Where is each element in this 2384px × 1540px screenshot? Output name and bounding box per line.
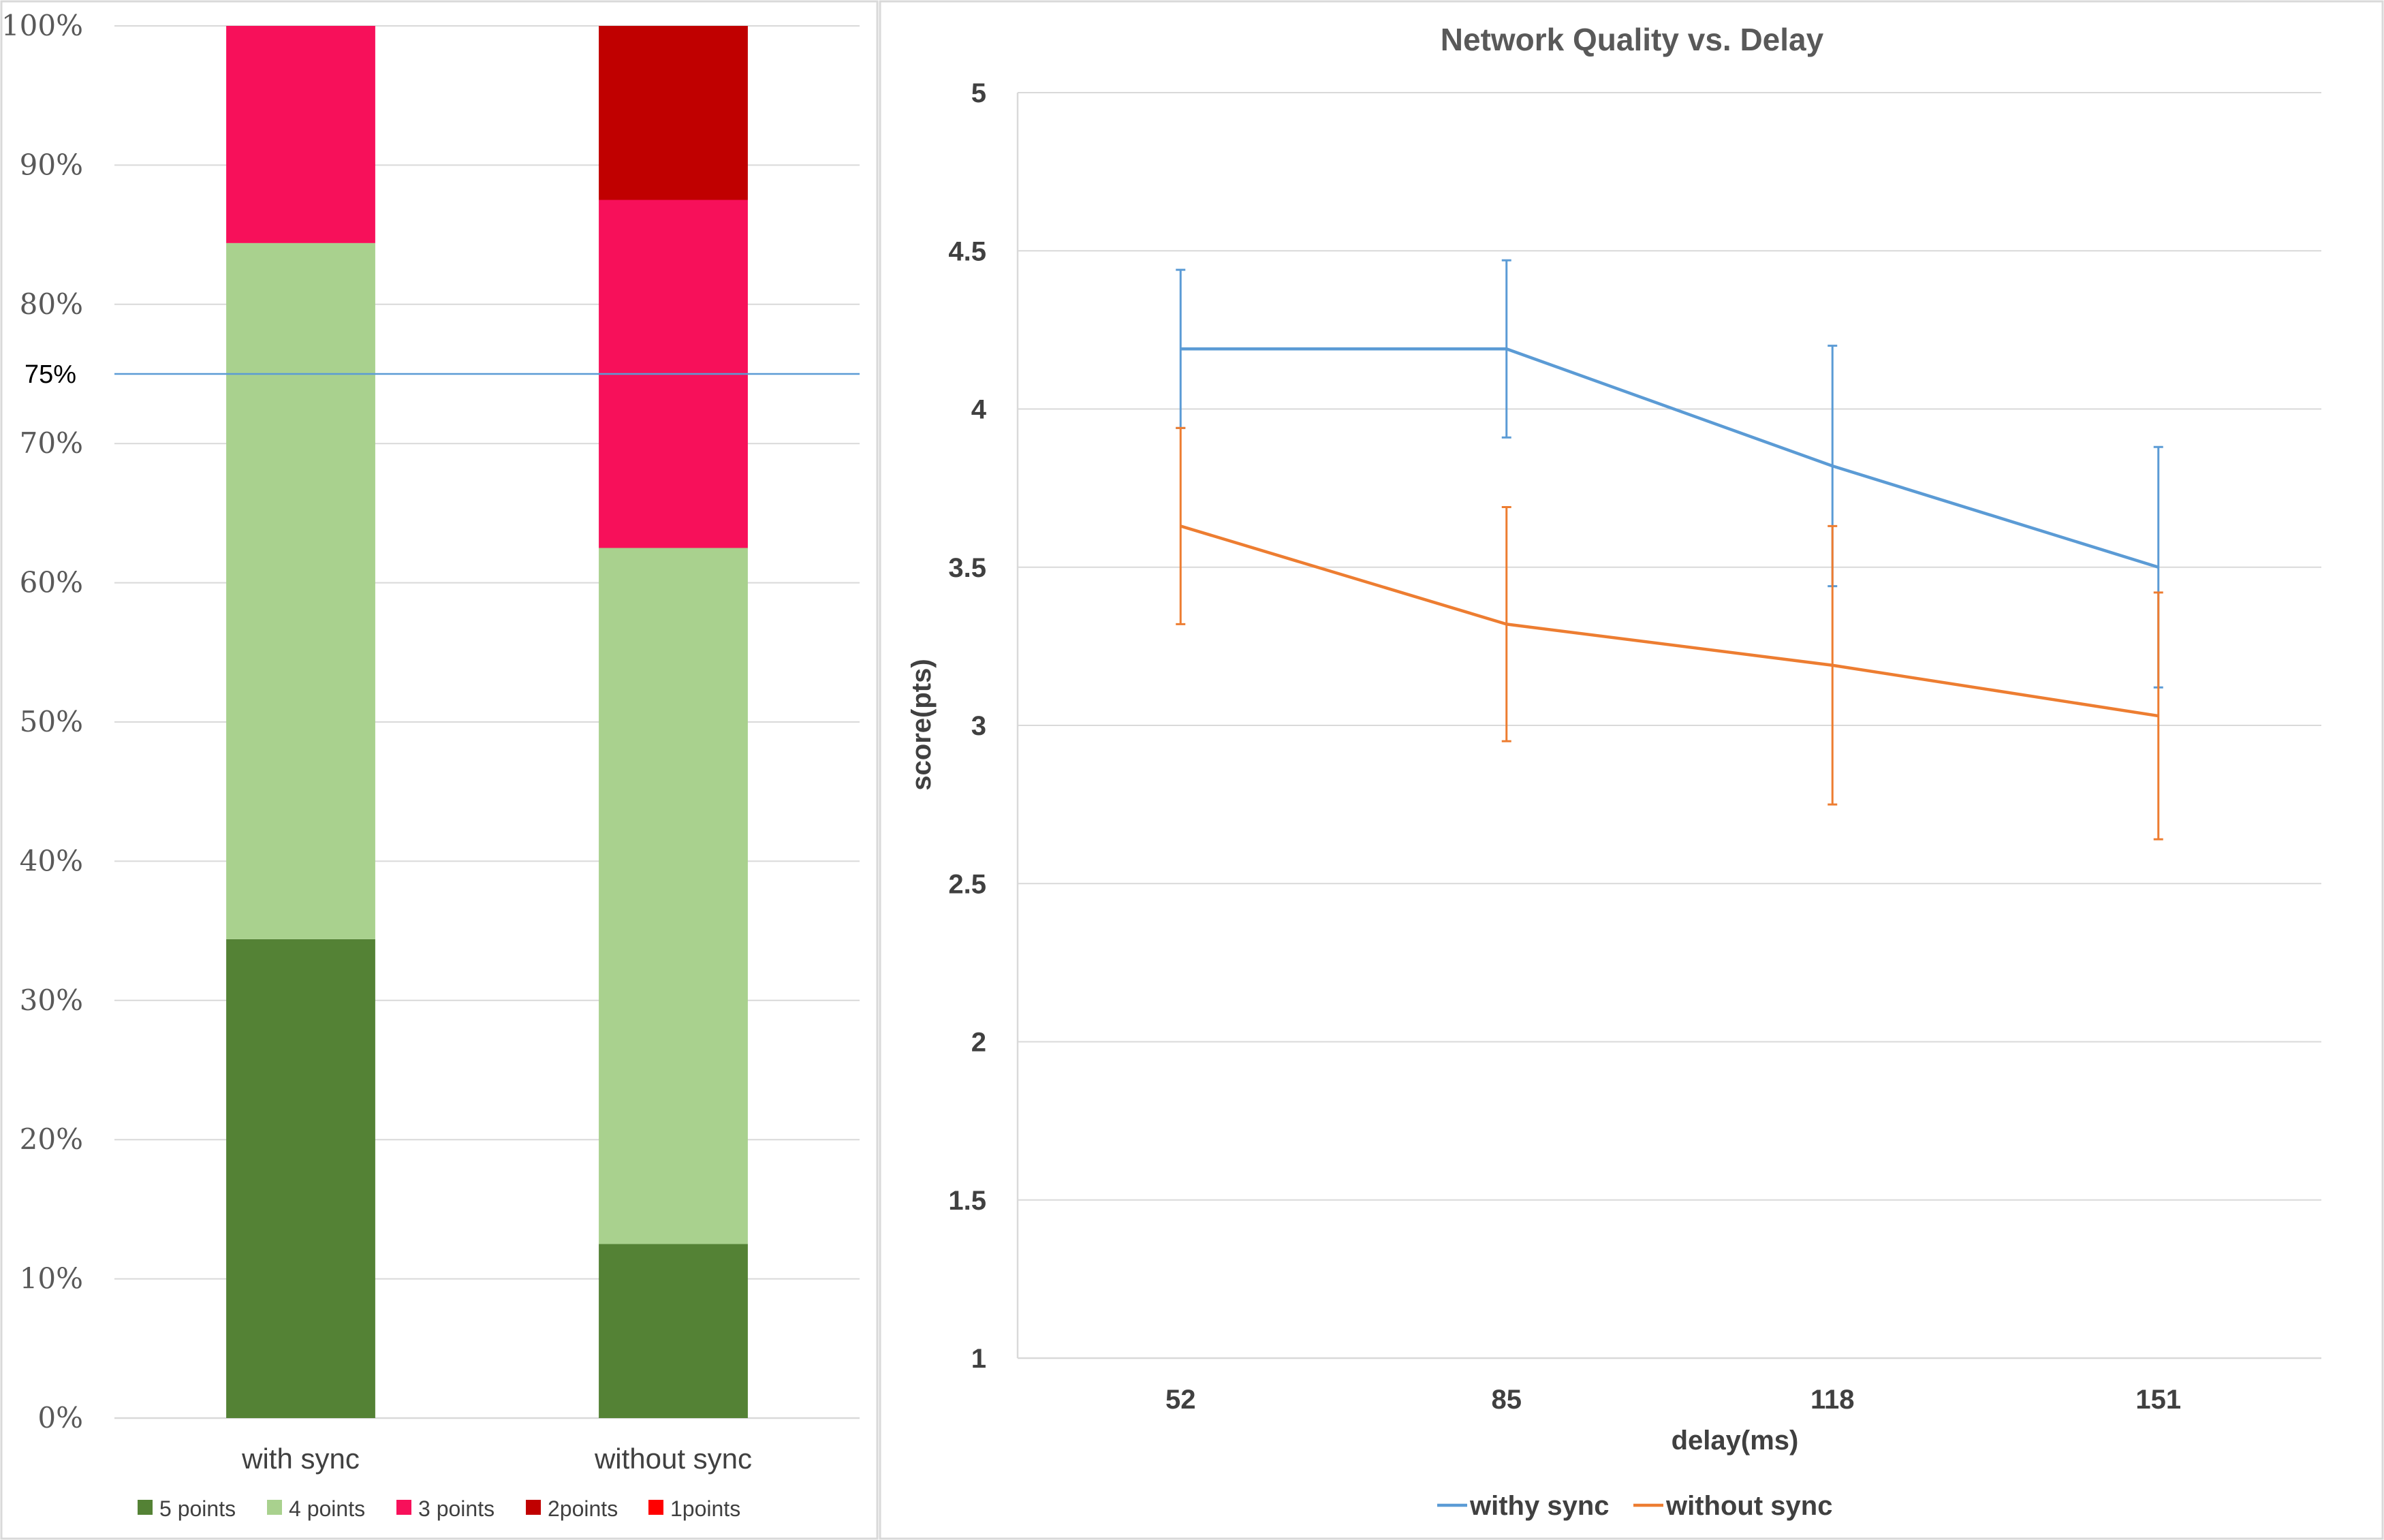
legend-swatch bbox=[396, 1500, 411, 1515]
left-y-tick-label: 70% bbox=[20, 426, 83, 460]
legend-label: without sync bbox=[1665, 1491, 1832, 1521]
left-y-tick-label: 50% bbox=[20, 705, 83, 738]
legend-label: 3 points bbox=[418, 1496, 495, 1521]
right-x-tick-label: 118 bbox=[1810, 1385, 1855, 1415]
bar-segment bbox=[599, 26, 748, 200]
right-x-tick-label: 52 bbox=[1165, 1385, 1196, 1415]
left-y-tick-label: 30% bbox=[20, 984, 83, 1017]
right-y-tick-label: 2.5 bbox=[948, 869, 986, 899]
right-y-axis-title: score(pts) bbox=[907, 659, 937, 790]
series-line bbox=[1180, 524, 2159, 718]
left-y-tick-label: 90% bbox=[20, 148, 83, 181]
bar-segment bbox=[599, 1244, 748, 1418]
bar-segment bbox=[226, 242, 375, 939]
right-x-axis-title: delay(ms) bbox=[1672, 1426, 1799, 1456]
right-x-tick-labels: 52 85 118 151 bbox=[1165, 1385, 2181, 1415]
legend-swatch bbox=[526, 1500, 541, 1515]
legend-label: 2points bbox=[548, 1496, 618, 1521]
series-0 bbox=[1176, 259, 2163, 689]
right-gridlines bbox=[1016, 92, 2321, 1360]
right-chart-title: Network Quality vs. Delay bbox=[1441, 22, 1824, 57]
right-y-tick-label: 1 bbox=[971, 1344, 986, 1374]
right-y-tick-label: 4 bbox=[971, 395, 987, 425]
left-y-tick-label: 0% bbox=[37, 1401, 83, 1434]
reference-line-label: 75% bbox=[25, 360, 76, 389]
legend-label: withy sync bbox=[1469, 1491, 1610, 1521]
bar-segment bbox=[599, 548, 748, 1244]
left-y-tick-label: 80% bbox=[20, 287, 83, 321]
right-y-tick-label: 3.5 bbox=[948, 553, 986, 583]
left-y-tick-label: 10% bbox=[20, 1262, 83, 1295]
right-panel-line-chart: Network Quality vs. Delay 1 1.5 2 2.5 3 3.5 4 4… bbox=[879, 0, 2384, 1540]
left-panel-border bbox=[0, 0, 879, 1540]
right-legend: withy sync without sync bbox=[1437, 1491, 1832, 1521]
left-category-labels: with sync without sync bbox=[241, 1443, 752, 1475]
legend-swatch bbox=[138, 1500, 153, 1515]
legend-label: 5 points bbox=[159, 1496, 236, 1521]
left-y-tick-label: 60% bbox=[20, 566, 83, 599]
left-category-label: with sync bbox=[241, 1443, 360, 1475]
series-1 bbox=[1176, 426, 2163, 840]
bar-segment bbox=[226, 26, 375, 243]
legend-label: 4 points bbox=[289, 1496, 365, 1521]
right-x-tick-label: 151 bbox=[2135, 1385, 2181, 1415]
left-y-tick-label: 20% bbox=[20, 1122, 83, 1156]
legend-swatch bbox=[267, 1500, 282, 1515]
right-x-tick-label: 85 bbox=[1492, 1385, 1522, 1415]
left-y-tick-label: 40% bbox=[20, 844, 83, 877]
left-legend: 5 points 4 points 3 points 2points 1points bbox=[138, 1496, 740, 1521]
right-y-tick-label: 4.5 bbox=[948, 236, 986, 266]
right-y-tick-label: 1.5 bbox=[948, 1186, 986, 1216]
right-y-tick-label: 3 bbox=[971, 711, 986, 741]
right-y-tick-label: 5 bbox=[971, 78, 986, 108]
left-y-tick-label: 100% bbox=[1, 9, 83, 42]
left-y-tick-labels: 0% 10% 20% 30% 40% 50% 60% 70% 80% 90% 100% bbox=[1, 9, 83, 1434]
bar-segment bbox=[226, 939, 375, 1418]
legend-label: 1points bbox=[670, 1496, 740, 1521]
legend-swatch bbox=[648, 1500, 663, 1515]
left-panel-stacked-bar-chart: 0% 10% 20% 30% 40% 50% 60% 70% 80% 90% 100% 75% wi… bbox=[0, 0, 879, 1540]
reference-line-group: 75% bbox=[25, 360, 860, 389]
right-y-tick-labels: 1 1.5 2 2.5 3 3.5 4 4.5 5 bbox=[948, 78, 986, 1374]
series-line bbox=[1180, 347, 2159, 569]
right-y-tick-label: 2 bbox=[971, 1028, 986, 1058]
right-panel-border bbox=[879, 0, 2384, 1540]
left-category-label: without sync bbox=[594, 1443, 752, 1475]
right-series bbox=[1176, 259, 2163, 840]
